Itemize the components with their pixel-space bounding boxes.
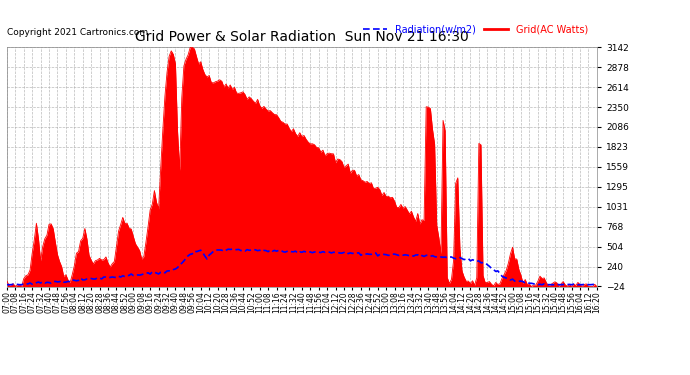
Text: Copyright 2021 Cartronics.com: Copyright 2021 Cartronics.com [7,28,148,37]
Title: Grid Power & Solar Radiation  Sun Nov 21 16:30: Grid Power & Solar Radiation Sun Nov 21 … [135,30,469,44]
Legend: Radiation(w/m2), Grid(AC Watts): Radiation(w/m2), Grid(AC Watts) [359,21,592,38]
